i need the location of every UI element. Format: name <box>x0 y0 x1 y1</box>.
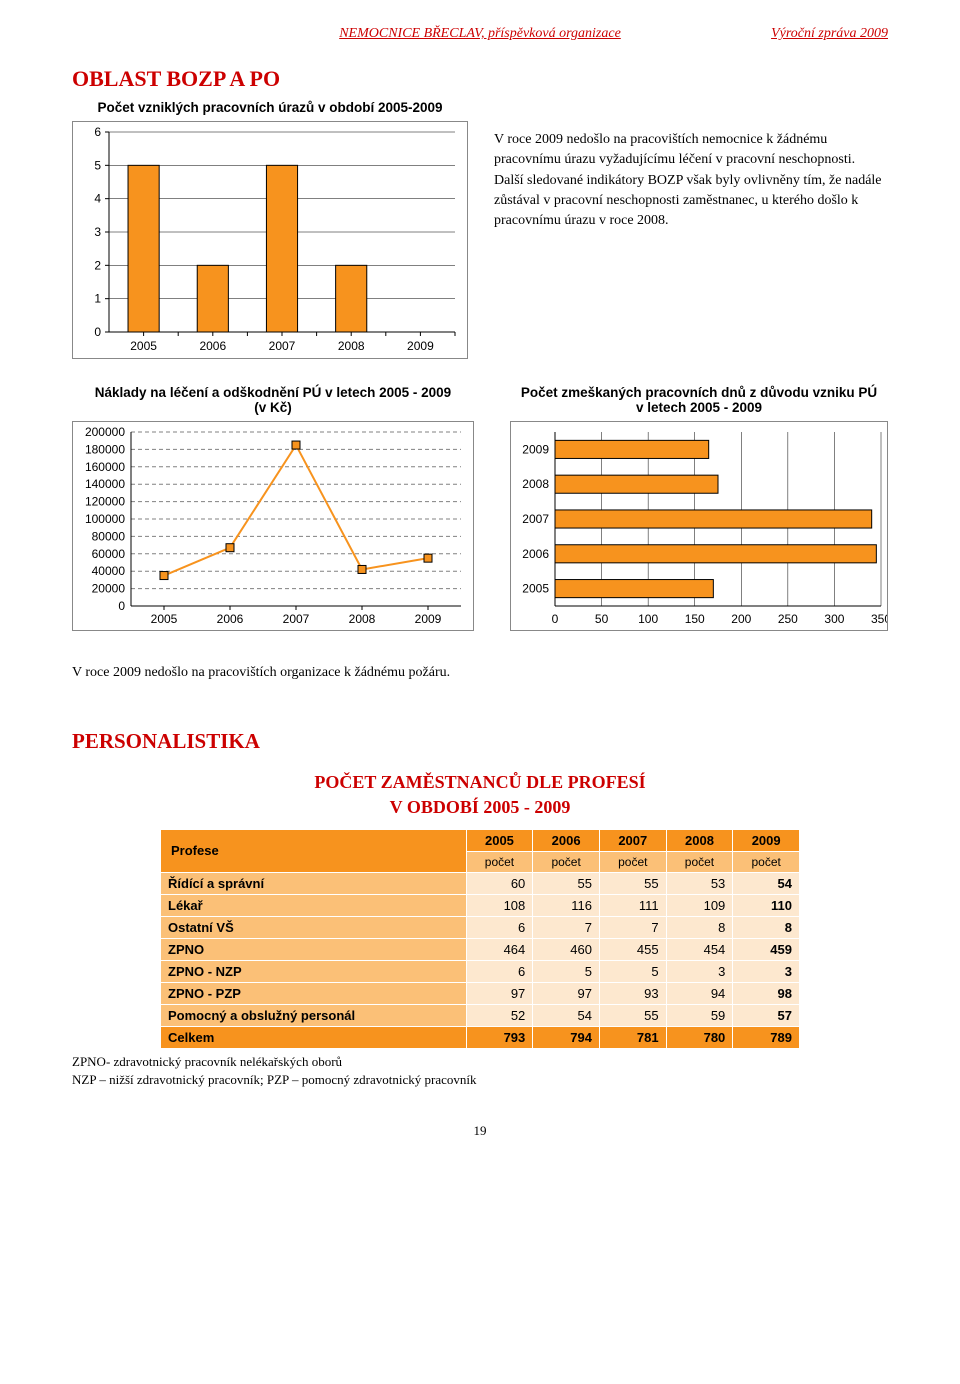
bozp-paragraph: V roce 2009 nedošlo na pracovištích nemo… <box>494 100 888 231</box>
svg-text:2006: 2006 <box>199 339 226 353</box>
svg-text:100000: 100000 <box>85 512 125 526</box>
svg-text:60000: 60000 <box>92 547 126 561</box>
svg-text:2005: 2005 <box>522 582 549 596</box>
svg-text:5: 5 <box>94 158 101 172</box>
svg-text:2009: 2009 <box>407 339 434 353</box>
chart3-hbar: 0 50 100 150 200 250 300 350 2009 2008 2007 2006 200… <box>510 421 888 631</box>
chart2-line: 0 20000 40000 60000 80000 100000 120000 140000 1… <box>72 421 474 631</box>
svg-text:1: 1 <box>94 292 101 306</box>
svg-text:2005: 2005 <box>130 339 157 353</box>
svg-text:200000: 200000 <box>85 425 125 439</box>
page-number: 19 <box>72 1123 888 1139</box>
personal-sub1: POČET ZAMĚSTNANCŮ DLE PROFESÍ <box>314 772 645 792</box>
section-personal-title: PERSONALISTIKA <box>72 729 888 754</box>
svg-text:4: 4 <box>94 192 101 206</box>
svg-text:0: 0 <box>94 325 101 339</box>
svg-text:3: 3 <box>94 225 101 239</box>
svg-text:140000: 140000 <box>85 477 125 491</box>
svg-text:2007: 2007 <box>522 512 549 526</box>
footnote1: ZPNO- zdravotnický pracovník nelékařskýc… <box>72 1054 342 1069</box>
svg-text:2008: 2008 <box>349 612 376 626</box>
svg-text:40000: 40000 <box>92 564 126 578</box>
svg-text:2007: 2007 <box>269 339 296 353</box>
chart1-title: Počet vzniklých pracovních úrazů v obdob… <box>72 100 468 115</box>
svg-text:250: 250 <box>778 612 798 626</box>
svg-text:2006: 2006 <box>217 612 244 626</box>
svg-text:300: 300 <box>824 612 844 626</box>
chart3-title: Počet zmeškaných pracovních dnů z důvodu… <box>510 385 888 415</box>
section-bozp-title: OBLAST BOZP A PO <box>72 66 888 92</box>
svg-text:2009: 2009 <box>522 442 549 456</box>
header-report: Výroční zpráva 2009 <box>771 26 888 42</box>
svg-text:120000: 120000 <box>85 495 125 509</box>
svg-text:150: 150 <box>685 612 705 626</box>
svg-text:80000: 80000 <box>92 529 126 543</box>
chart1-bar: 0 1 2 3 4 5 6 2005 2006 2007 2008 2009 <box>72 121 468 359</box>
svg-text:2005: 2005 <box>151 612 178 626</box>
fire-line: V roce 2009 nedošlo na pracovištích orga… <box>72 663 888 683</box>
svg-text:2007: 2007 <box>283 612 310 626</box>
svg-text:50: 50 <box>595 612 609 626</box>
staff-table: Profese20052006200720082009početpočetpoč… <box>160 829 800 1049</box>
personal-sub2: V OBDOBÍ 2005 - 2009 <box>390 797 571 817</box>
svg-text:6: 6 <box>94 125 101 139</box>
svg-text:350: 350 <box>871 612 887 626</box>
svg-text:0: 0 <box>118 599 125 613</box>
svg-text:2006: 2006 <box>522 547 549 561</box>
svg-text:100: 100 <box>638 612 658 626</box>
footnote2: NZP – nižší zdravotnický pracovník; PZP … <box>72 1072 476 1087</box>
svg-text:2008: 2008 <box>338 339 365 353</box>
svg-text:200: 200 <box>731 612 751 626</box>
chart2-title: Náklady na léčení a odškodnění PÚ v lete… <box>72 385 474 415</box>
svg-text:0: 0 <box>552 612 559 626</box>
svg-text:2009: 2009 <box>415 612 442 626</box>
svg-text:2: 2 <box>94 258 101 272</box>
svg-text:160000: 160000 <box>85 460 125 474</box>
svg-text:180000: 180000 <box>85 442 125 456</box>
svg-text:2008: 2008 <box>522 477 549 491</box>
svg-text:20000: 20000 <box>92 582 126 596</box>
